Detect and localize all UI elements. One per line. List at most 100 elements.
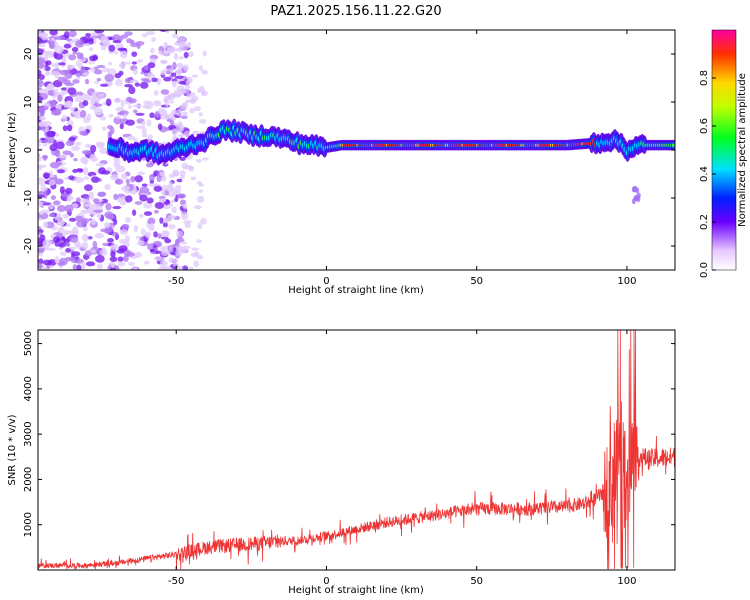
heatmap-speckle [136, 125, 146, 129]
heatmap-speckle [82, 167, 89, 175]
heatmap-speckle [38, 164, 47, 169]
heatmap-speckle [74, 40, 85, 48]
heatmap-speckle [180, 241, 187, 245]
heatmap-speckle [113, 193, 118, 201]
spectrogram-ticks: -50 0 50 100 -20 -10 0 10 20 [23, 30, 675, 287]
heatmap-speckle [50, 71, 61, 76]
heatmap-speckle [38, 154, 41, 162]
heatmap-speckle [56, 104, 62, 110]
heatmap-speckle [167, 215, 177, 219]
heatmap-speckle [57, 219, 65, 227]
heatmap-speckle [90, 219, 96, 226]
heatmap-speckle [49, 161, 60, 169]
colorbar: 0.0 0.2 0.4 0.6 0.8 Normalized spectral ampl… [699, 29, 748, 278]
heatmap-speckle [161, 175, 167, 182]
heatmap-speckle [65, 248, 71, 253]
heatmap-speckle [136, 43, 141, 49]
heatmap-speckle [83, 176, 90, 180]
heatmap-speckle [129, 79, 139, 84]
heatmap-speckle [162, 230, 169, 238]
heatmap-speckle [171, 128, 179, 135]
y-tick-label: 2000 [23, 467, 34, 492]
heatmap-speckle [127, 105, 133, 109]
heatmap-speckle [93, 69, 103, 75]
heatmap-speckle [160, 89, 170, 95]
heatmap-speckle [175, 68, 183, 76]
heatmap-speckle [89, 67, 95, 72]
heatmap-speckle [82, 100, 89, 107]
heatmap-speckle [121, 223, 130, 230]
heatmap-speckle [128, 98, 137, 104]
heatmap-speckle [133, 68, 138, 76]
heatmap-speckle [72, 264, 78, 270]
heatmap-speckle [96, 263, 103, 270]
colorbar-tick-label: 0.6 [699, 118, 710, 134]
y-tick-label: 0 [23, 147, 34, 153]
heatmap-speckle [42, 259, 53, 266]
heatmap-speckle [174, 75, 184, 79]
snr-series-line [38, 330, 675, 570]
heatmap-speckle [55, 141, 65, 150]
heatmap-speckle [130, 175, 136, 183]
heatmap-speckle [165, 113, 170, 119]
heatmap-speckle [198, 112, 203, 117]
heatmap-speckle [42, 172, 51, 179]
heatmap-speckle [57, 226, 65, 234]
x-tick-label: 0 [323, 576, 329, 587]
heatmap-speckle [67, 87, 77, 95]
heatmap-speckle [38, 201, 44, 208]
heatmap-speckle [40, 185, 48, 192]
heatmap-speckle [38, 197, 41, 203]
heatmap-speckle [127, 135, 136, 141]
heatmap-speckle [115, 115, 121, 119]
heatmap-speckle [143, 65, 149, 71]
heatmap-speckle [134, 175, 143, 183]
heatmap-speckle [113, 218, 118, 226]
heatmap-speckle [108, 44, 116, 52]
x-tick-label: -50 [168, 276, 184, 287]
heatmap-speckle [94, 232, 105, 239]
heatmap-speckle [182, 101, 189, 108]
heatmap-speckle [81, 233, 89, 242]
heatmap-speckle [179, 157, 186, 161]
heatmap-speckle [80, 199, 90, 203]
heatmap-speckle [74, 94, 83, 103]
heatmap-speckle [63, 43, 72, 49]
heatmap-speckle [54, 256, 60, 264]
heatmap-speckle [99, 147, 109, 155]
heatmap-speckle [122, 113, 128, 118]
heatmap-speckle [47, 247, 56, 252]
heatmap-speckle [48, 203, 54, 210]
heatmap-speckle [159, 260, 168, 266]
heatmap-speckle [134, 82, 140, 87]
heatmap-speckle [48, 177, 57, 181]
heatmap-speckle [80, 66, 85, 74]
heatmap-speckle [100, 228, 109, 233]
heatmap-speckle [193, 106, 202, 112]
heatmap-speckle [64, 82, 75, 87]
heatmap-speckle [128, 261, 135, 266]
heatmap-speckle [81, 72, 90, 76]
heatmap-speckle [133, 138, 138, 143]
heatmap-speckle [168, 181, 173, 188]
heatmap-speckle [161, 188, 166, 197]
heatmap-speckle [44, 72, 50, 76]
heatmap-speckle [92, 240, 98, 249]
heatmap-speckle [191, 95, 199, 102]
heatmap-speckle [85, 261, 96, 267]
heatmap-speckle [153, 209, 159, 214]
heatmap-speckle [38, 116, 46, 121]
y-tick-label: 10 [23, 96, 34, 109]
heatmap-speckle [193, 205, 202, 210]
heatmap-speckle [109, 256, 118, 263]
heatmap-speckle [106, 81, 113, 86]
heatmap-speckle [104, 73, 115, 82]
heatmap-speckle [38, 111, 41, 117]
heatmap-speckle [38, 262, 43, 269]
heatmap-speckle [42, 139, 49, 144]
heatmap-speckle [72, 51, 78, 55]
heatmap-speckle [93, 209, 104, 213]
figure-title: PAZ1.2025.156.11.22.G20 [270, 4, 441, 19]
heatmap-speckle [175, 191, 182, 195]
heatmap-speckle [165, 266, 173, 270]
